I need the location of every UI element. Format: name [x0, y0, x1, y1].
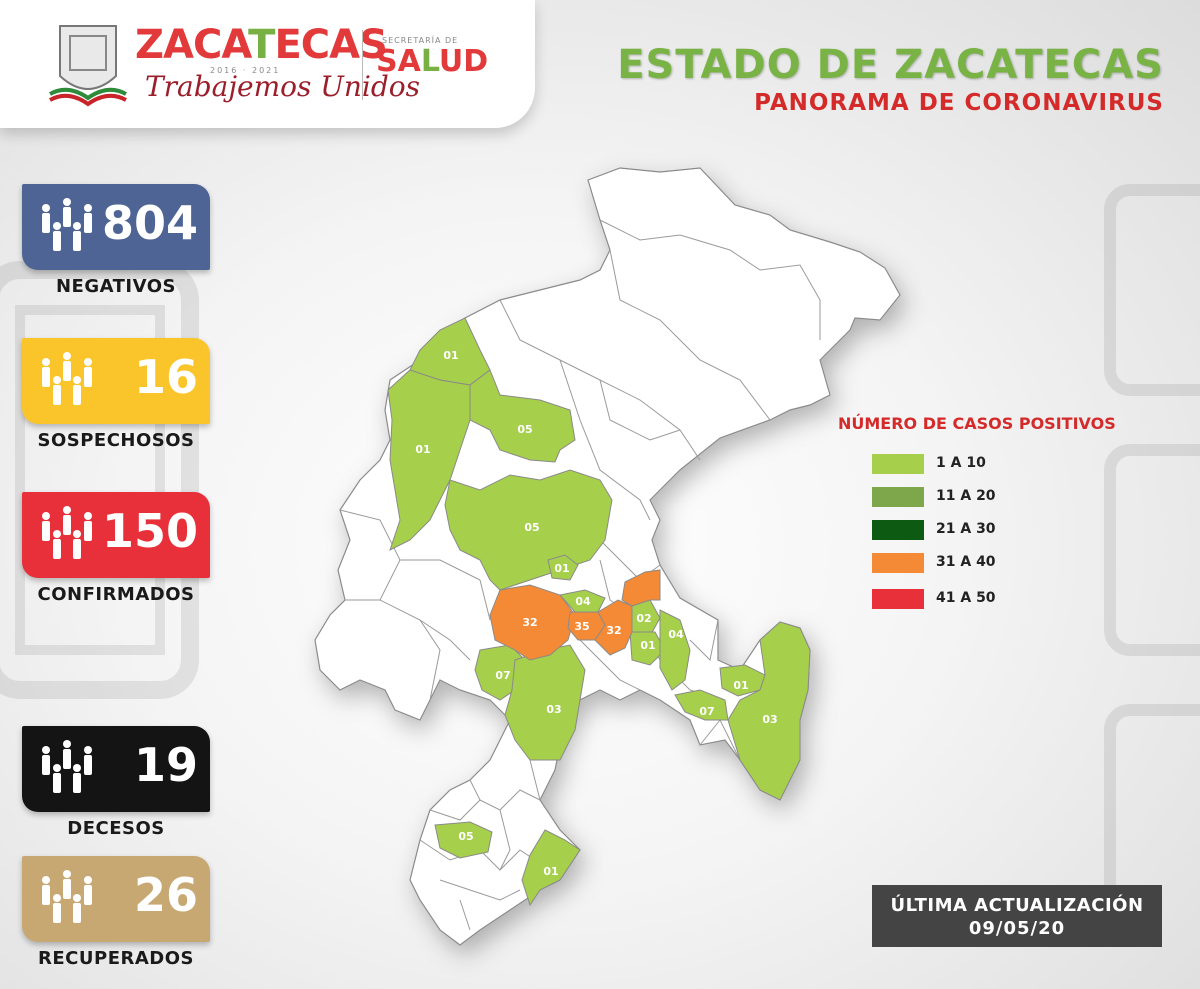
- green-municipalities: [387, 317, 811, 907]
- people-icon: [42, 870, 92, 923]
- watermark-crest-right: [1100, 180, 1200, 916]
- municipality-orange: [621, 569, 661, 607]
- map-label: 05: [524, 521, 539, 534]
- map-label: 32: [522, 616, 537, 629]
- salud-top-text: SECRETARÍA DE: [382, 36, 459, 45]
- stat-label: SOSPECHOSOS: [37, 430, 195, 451]
- map-label: 32: [606, 624, 621, 637]
- legend-swatch: [872, 553, 924, 573]
- stat-label: NEGATIVOS: [55, 276, 177, 297]
- stat-decesos: 19 DECESOS: [22, 726, 210, 839]
- stat-label: CONFIRMADOS: [37, 584, 195, 605]
- state-outline: [314, 167, 901, 946]
- municipality-green: [434, 821, 493, 859]
- stat-label: DECESOS: [67, 818, 165, 839]
- map-label: 01: [554, 562, 569, 575]
- map-label: 07: [495, 669, 510, 682]
- stat-value: 804: [101, 196, 198, 250]
- legend-swatch: [872, 454, 924, 474]
- map-labels: 01 01 05 05 01 04 32 35 32 02 01 04 07 0…: [415, 349, 777, 878]
- municipality-orange: [594, 599, 633, 656]
- last-update-box: ÚLTIMA ACTUALIZACIÓN 09/05/20: [872, 885, 1162, 947]
- logo-years: 2016 · 2021: [210, 66, 281, 75]
- legend-label: 41 A 50: [936, 590, 996, 606]
- logo-slogan: Trabajemos Unidos: [145, 70, 421, 103]
- stat-sospechosos: 16 SOSPECHOSOS: [22, 338, 210, 451]
- map-label: 04: [668, 628, 684, 641]
- orange-municipalities: [489, 569, 661, 661]
- legend-label: 11 A 20: [936, 488, 996, 504]
- stat-confirmados: 150 CONFIRMADOS: [22, 492, 210, 605]
- stat-label: RECUPERADOS: [38, 948, 194, 969]
- header-card: ZACATECAS 2016 · 2021 Trabajemos Unidos …: [0, 0, 535, 128]
- municipality-green: [629, 631, 666, 666]
- stat-value: 150: [101, 504, 198, 558]
- map-label: 01: [640, 639, 655, 652]
- stat-value: 26: [133, 868, 198, 922]
- municipality-green: [559, 589, 606, 613]
- legend-swatch: [872, 487, 924, 507]
- map-label: 02: [636, 612, 651, 625]
- zacatecas-logo-text: ZACATECAS: [135, 22, 388, 68]
- stat-value: 16: [133, 350, 198, 404]
- people-icon: [42, 740, 92, 793]
- page-title: ESTADO DE ZACATECAS: [617, 42, 1164, 88]
- salud-logo-text: SALUD: [376, 44, 489, 79]
- map-label: 35: [574, 620, 589, 633]
- map-label: 05: [517, 423, 532, 436]
- municipality-green: [504, 644, 586, 761]
- map-label: 05: [458, 830, 473, 843]
- page-subtitle: PANORAMA DE CORONAVIRUS: [754, 90, 1164, 116]
- legend-title: NÚMERO DE CASOS POSITIVOS: [838, 414, 1116, 433]
- municipality-orange: [489, 584, 576, 661]
- legend-swatch: [872, 589, 924, 609]
- municipality-borders: [339, 219, 821, 931]
- last-update-label: ÚLTIMA ACTUALIZACIÓN: [890, 895, 1144, 916]
- municipality-green: [659, 609, 691, 691]
- logo-divider: [362, 30, 363, 100]
- map-label: 01: [415, 443, 430, 456]
- map-label: 03: [762, 713, 777, 726]
- municipality-green: [521, 829, 581, 907]
- last-update-date: 09/05/20: [968, 918, 1066, 939]
- legend-label: 1 A 10: [936, 455, 986, 471]
- legend-label: 31 A 40: [936, 554, 996, 570]
- stat-value: 19: [133, 738, 198, 792]
- map-label: 01: [443, 349, 458, 362]
- legend-label: 21 A 30: [936, 521, 996, 537]
- map-label: 01: [543, 865, 558, 878]
- legend-swatch: [872, 520, 924, 540]
- stat-recuperados: 26 RECUPERADOS: [22, 856, 210, 969]
- map-label: 04: [575, 595, 591, 608]
- state-crest-icon: [49, 25, 127, 107]
- municipality-green: [469, 369, 576, 463]
- people-icon: [42, 506, 92, 559]
- people-icon: [42, 352, 92, 405]
- people-icon: [42, 198, 92, 251]
- map-label: 03: [546, 703, 561, 716]
- municipality-green: [727, 621, 811, 801]
- map-label: 01: [733, 679, 748, 692]
- municipality-green: [547, 554, 579, 581]
- watermark-crest-left: [0, 250, 230, 734]
- stat-negativos: 804 NEGATIVOS: [22, 184, 210, 297]
- map-label: 07: [699, 705, 714, 718]
